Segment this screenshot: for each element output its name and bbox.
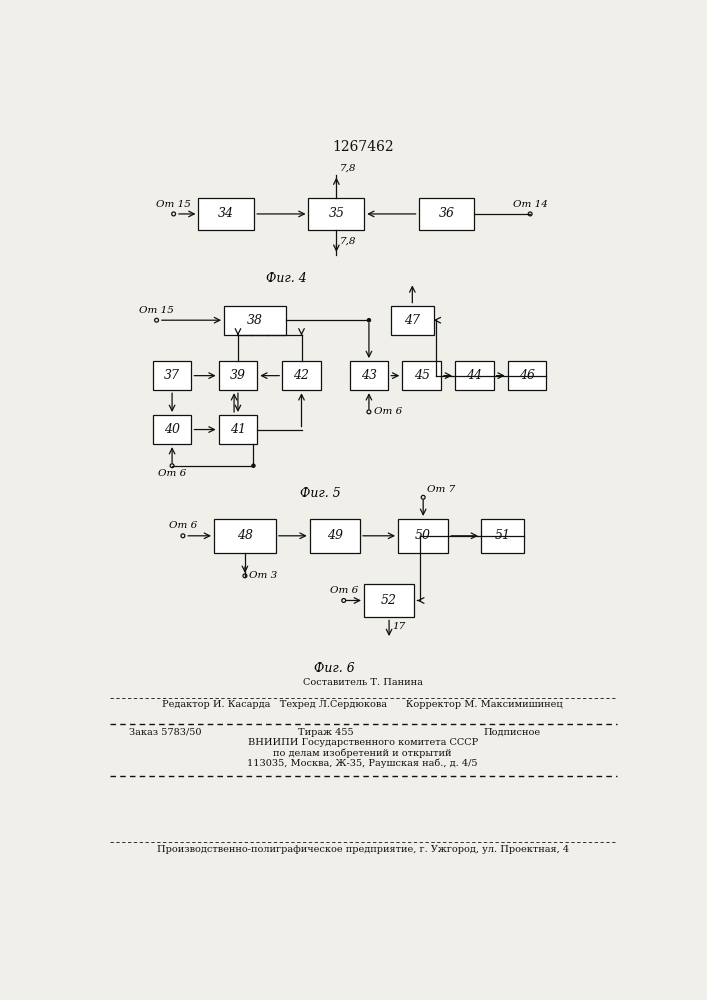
Text: 45: 45 — [414, 369, 430, 382]
Text: 48: 48 — [237, 529, 253, 542]
Text: 35: 35 — [328, 207, 344, 220]
Bar — [349, 361, 388, 390]
Bar — [282, 361, 321, 390]
Bar — [218, 361, 257, 390]
Bar — [153, 415, 192, 444]
Text: 50: 50 — [415, 529, 431, 542]
Text: От 6: От 6 — [158, 469, 186, 478]
Bar — [402, 361, 441, 390]
Text: От 3: От 3 — [249, 571, 277, 580]
Text: 36: 36 — [438, 207, 455, 220]
Text: 41: 41 — [230, 423, 246, 436]
Bar — [218, 415, 257, 444]
Text: От 6: От 6 — [329, 586, 358, 595]
Text: 17: 17 — [392, 622, 405, 631]
Text: 38: 38 — [247, 314, 263, 327]
Bar — [199, 198, 255, 230]
Text: ВНИИПИ Государственного комитета СССР: ВНИИПИ Государственного комитета СССР — [247, 738, 478, 747]
Text: Подписное: Подписное — [484, 728, 541, 737]
Text: 47: 47 — [404, 314, 421, 327]
Text: 7,8: 7,8 — [339, 236, 356, 245]
Text: 42: 42 — [293, 369, 310, 382]
Text: От 15: От 15 — [139, 306, 174, 315]
Text: От 6: От 6 — [169, 521, 197, 530]
Text: 1267462: 1267462 — [332, 140, 394, 154]
Text: 37: 37 — [164, 369, 180, 382]
Text: Заказ 5783/50: Заказ 5783/50 — [129, 728, 201, 737]
Text: 40: 40 — [164, 423, 180, 436]
Text: От 14: От 14 — [513, 200, 547, 209]
Text: Производственно-полиграфическое предприятие, г. Ужгород, ул. Проектная, 4: Производственно-полиграфическое предприя… — [157, 845, 569, 854]
Bar — [455, 361, 493, 390]
Text: 113035, Москва, Ж-35, Раушская наб., д. 4/5: 113035, Москва, Ж-35, Раушская наб., д. … — [247, 758, 478, 768]
Text: Фиг. 6: Фиг. 6 — [315, 662, 355, 675]
Text: 39: 39 — [230, 369, 246, 382]
Bar — [214, 519, 276, 553]
Bar — [508, 361, 547, 390]
Text: 49: 49 — [327, 529, 343, 542]
Text: Редактор И. Касарда   Техред Л.Сердюкова      Корректор М. Максимишинец: Редактор И. Касарда Техред Л.Сердюкова К… — [163, 700, 563, 709]
Circle shape — [368, 319, 370, 322]
Text: 43: 43 — [361, 369, 377, 382]
Bar — [364, 584, 414, 617]
Text: Составитель Т. Панина: Составитель Т. Панина — [303, 678, 423, 687]
Text: 52: 52 — [381, 594, 397, 607]
Text: От 15: От 15 — [156, 200, 191, 209]
Bar — [153, 361, 192, 390]
Bar — [308, 198, 364, 230]
Text: 7,8: 7,8 — [339, 163, 356, 172]
Circle shape — [252, 464, 255, 467]
Text: Фиг. 4: Фиг. 4 — [267, 272, 307, 285]
Bar — [224, 306, 286, 335]
Text: по делам изобретений и открытий: по делам изобретений и открытий — [274, 748, 452, 758]
Text: 44: 44 — [467, 369, 482, 382]
Bar — [391, 306, 433, 335]
Bar — [481, 519, 524, 553]
Bar — [398, 519, 448, 553]
Text: 51: 51 — [494, 529, 510, 542]
Text: От 6: От 6 — [373, 407, 402, 416]
Text: Фиг. 5: Фиг. 5 — [300, 487, 341, 500]
Text: 46: 46 — [519, 369, 535, 382]
Text: Тираж 455: Тираж 455 — [298, 728, 354, 737]
Text: От 7: От 7 — [427, 485, 455, 494]
Bar — [419, 198, 474, 230]
Bar — [310, 519, 360, 553]
Text: 34: 34 — [218, 207, 234, 220]
